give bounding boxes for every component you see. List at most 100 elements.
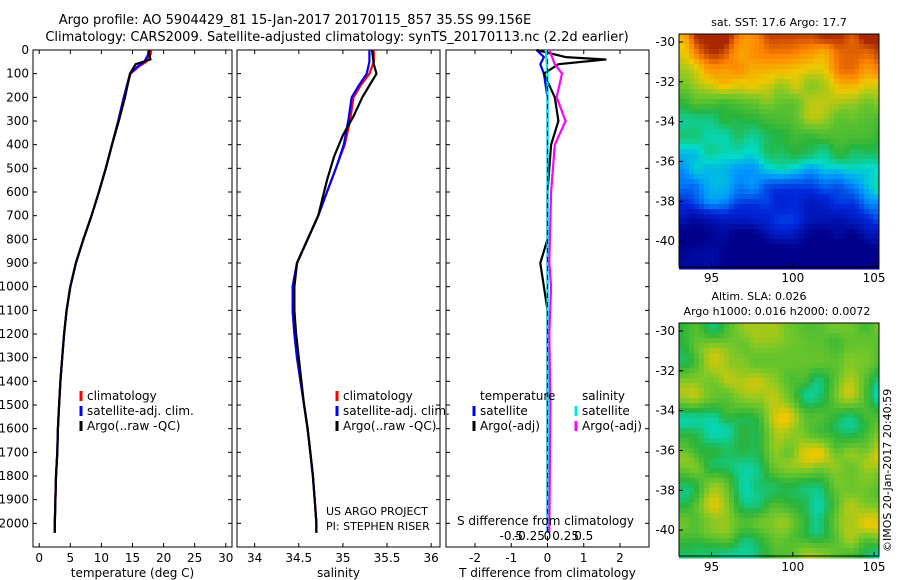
heatmap-cell (819, 114, 825, 120)
heatmap-cell (819, 518, 825, 524)
heatmap-cell (714, 84, 720, 90)
heatmap-cell (779, 528, 785, 534)
heatmap-cell (799, 523, 805, 529)
heatmap-cell (874, 209, 880, 215)
heatmap-cell (869, 199, 875, 205)
heatmap-cell (734, 84, 740, 90)
heatmap-cell (784, 119, 790, 125)
heatmap-cell (854, 503, 860, 509)
heatmap-cell (779, 174, 785, 180)
heatmap-cell (819, 358, 825, 364)
heatmap-cell (819, 254, 825, 260)
heatmap-cell (734, 54, 740, 60)
heatmap-cell (704, 458, 710, 464)
heatmap-cell (799, 538, 805, 544)
heatmap-cell (824, 458, 830, 464)
x-tick-label: 35.5 (374, 551, 401, 565)
heatmap-cell (839, 124, 845, 130)
heatmap-cell (824, 49, 830, 55)
heatmap-cell (744, 114, 750, 120)
heatmap-cell (754, 99, 760, 105)
heatmap-cell (829, 144, 835, 150)
heatmap-cell (864, 194, 870, 200)
heatmap-cell (874, 149, 880, 155)
heatmap-cell (679, 403, 685, 409)
heatmap-cell (859, 104, 865, 110)
map-y-tick-label: -38 (655, 194, 675, 208)
heatmap-cell (814, 84, 820, 90)
heatmap-cell (784, 69, 790, 75)
heatmap-cell (814, 438, 820, 444)
heatmap-cell (809, 74, 815, 80)
heatmap-cell (694, 528, 700, 534)
heatmap-cell (864, 199, 870, 205)
heatmap-cell (779, 169, 785, 175)
heatmap-cell (864, 54, 870, 60)
heatmap-cell (779, 49, 785, 55)
heatmap-cell (749, 408, 755, 414)
heatmap-cell (824, 468, 830, 474)
heatmap-cell (699, 239, 705, 245)
heatmap-cell (679, 189, 685, 195)
heatmap-cell (754, 513, 760, 519)
heatmap-cell (784, 328, 790, 334)
heatmap-cell (854, 199, 860, 205)
heatmap-cell (799, 184, 805, 190)
heatmap-cell (874, 144, 880, 150)
heatmap-cell (769, 54, 775, 60)
heatmap-cell (784, 523, 790, 529)
heatmap-cell (709, 159, 715, 165)
heatmap-cell (714, 169, 720, 175)
heatmap-cell (854, 99, 860, 105)
heatmap-cell (779, 74, 785, 80)
heatmap-cell (824, 428, 830, 434)
heatmap-cell (859, 249, 865, 255)
legend-label: satellite (480, 404, 528, 418)
heatmap-cell (839, 378, 845, 384)
heatmap-cell (759, 393, 765, 399)
heatmap-cell (759, 388, 765, 394)
heatmap-cell (839, 453, 845, 459)
map-subtitle: Argo h1000: 0.016 h2000: 0.0072 (684, 305, 871, 318)
heatmap-cell (814, 393, 820, 399)
heatmap-cell (854, 448, 860, 454)
heatmap-cell (819, 528, 825, 534)
heatmap-cell (859, 338, 865, 344)
heatmap-cell (874, 179, 880, 185)
heatmap-cell (724, 189, 730, 195)
heatmap-cell (749, 174, 755, 180)
heatmap-cell (804, 398, 810, 404)
heatmap-cell (864, 438, 870, 444)
heatmap-cell (729, 368, 735, 374)
heatmap-cell (744, 159, 750, 165)
heatmap-cell (864, 493, 870, 499)
heatmap-cell (849, 413, 855, 419)
heatmap-cell (854, 249, 860, 255)
heatmap-cell (834, 199, 840, 205)
heatmap-cell (814, 338, 820, 344)
heatmap-cell (859, 59, 865, 65)
heatmap-cell (739, 154, 745, 160)
heatmap-cell (859, 94, 865, 100)
heatmap-cell (684, 348, 690, 354)
heatmap-cell (719, 54, 725, 60)
heatmap-cell (829, 204, 835, 210)
heatmap-cell (859, 244, 865, 250)
heatmap-cell (699, 244, 705, 250)
heatmap-cell (759, 149, 765, 155)
heatmap-cell (859, 378, 865, 384)
heatmap-cell (689, 478, 695, 484)
heatmap-cell (834, 74, 840, 80)
heatmap-cell (774, 528, 780, 534)
heatmap-cell (689, 418, 695, 424)
heatmap-cell (764, 114, 770, 120)
heatmap-cell (869, 378, 875, 384)
heatmap-cell (744, 239, 750, 245)
heatmap-cell (824, 478, 830, 484)
heatmap-cell (734, 179, 740, 185)
heatmap-cell (844, 99, 850, 105)
heatmap-cell (684, 134, 690, 140)
heatmap-cell (749, 184, 755, 190)
heatmap-cell (749, 259, 755, 265)
heatmap-cell (809, 423, 815, 429)
